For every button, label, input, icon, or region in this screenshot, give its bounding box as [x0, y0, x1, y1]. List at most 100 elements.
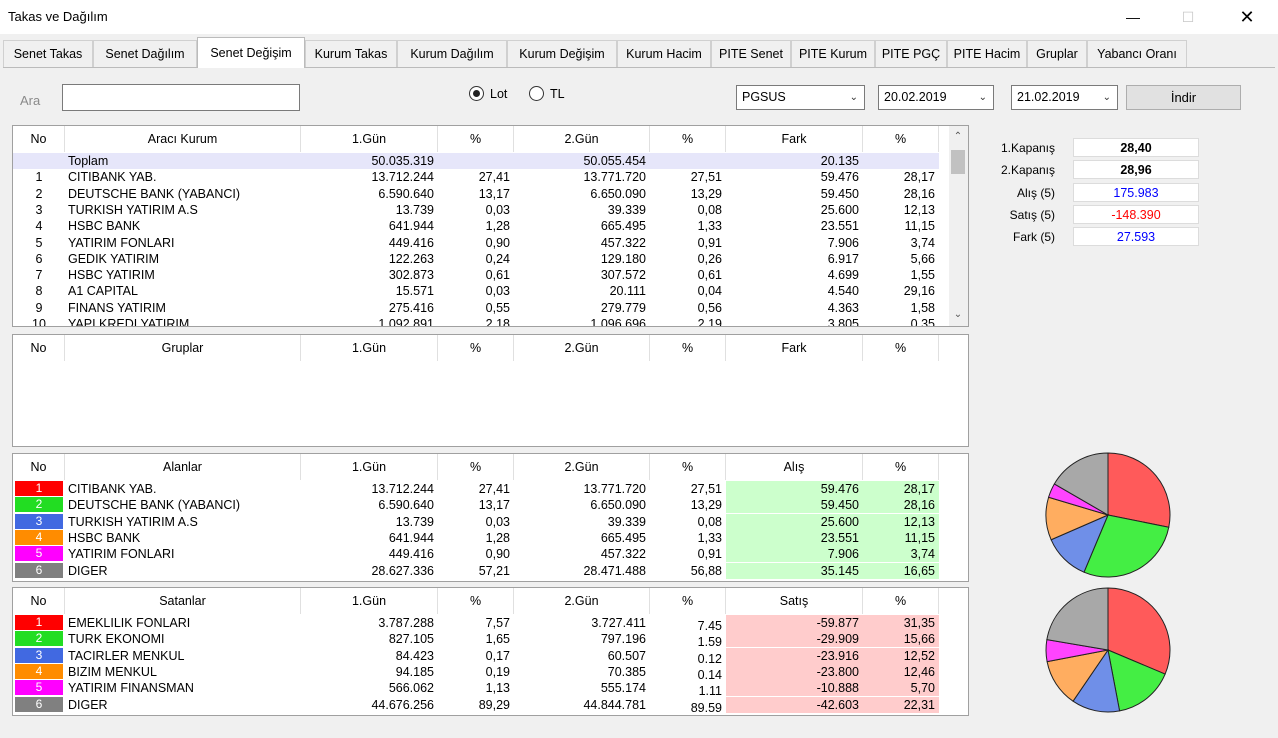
column-header[interactable]: % [863, 126, 939, 152]
scroll-down-icon[interactable]: ⌄ [953, 309, 963, 320]
column-header[interactable]: % [650, 126, 726, 152]
tab-senet-değişim[interactable]: Senet Değişim [197, 37, 305, 68]
table-row[interactable]: 1 CITIBANK YAB. 13.712.244 27,41 13.771.720 2… [13, 169, 939, 185]
table-row[interactable]: 4 BIZIM MENKUL 94.185 0,19 70.385 0.14 -23.800… [13, 663, 939, 682]
column-header[interactable]: 2.Gün [514, 454, 650, 480]
table-row[interactable]: 6 DIGER 44.676.256 89,29 44.844.781 89.59 -42.… [13, 696, 939, 715]
table-row[interactable]: 1 EMEKLILIK FONLARI 3.787.288 7,57 3.727.411… [13, 615, 939, 633]
column-header[interactable]: Satış [726, 588, 863, 614]
tab-pite-hacim[interactable]: PITE Hacim [947, 40, 1027, 67]
cell-p2: 1,33 [697, 219, 722, 234]
tab-kurum-hacim[interactable]: Kurum Hacim [617, 40, 711, 67]
cell-d2: 6.650.090 [590, 186, 646, 201]
column-header[interactable]: Gruplar [65, 335, 301, 361]
table-row[interactable]: 5 YATIRIM FONLARI 449.416 0,90 457.322 0,91 7.… [13, 235, 939, 251]
column-header[interactable]: 2.Gün [514, 588, 650, 614]
minimize-button[interactable]: — [1110, 0, 1156, 34]
column-header[interactable]: 2.Gün [514, 126, 650, 152]
cell-pd: 31,35 [863, 615, 939, 631]
table-row[interactable]: 6 GEDIK YATIRIM 122.263 0,24 129.180 0,26 6.91… [13, 251, 939, 267]
tab-senet-takas[interactable]: Senet Takas [3, 40, 93, 67]
sellers-pie-chart [1045, 587, 1171, 713]
table-row[interactable]: 4 HSBC BANK 641.944 1,28 665.495 1,33 23.551 11… [13, 529, 939, 546]
table-row[interactable]: 9 FINANS YATIRIM 275.416 0,55 279.779 0,56 4.3… [13, 300, 939, 316]
tab-kurum-değişim[interactable]: Kurum Değişim [507, 40, 617, 67]
column-header[interactable]: 1.Gün [301, 335, 438, 361]
download-button[interactable]: İndir [1126, 85, 1241, 110]
column-header[interactable]: Aracı Kurum [65, 126, 301, 152]
column-header[interactable]: Fark [726, 126, 863, 152]
cell-p1: 1,28 [485, 219, 510, 234]
color-badge: 2 [15, 497, 63, 513]
column-header[interactable]: % [863, 454, 939, 480]
cell-pd: 12,13 [863, 513, 939, 530]
column-header[interactable]: % [438, 454, 514, 480]
total-row[interactable]: Toplam 50.035.319 50.055.454 20.135 [13, 153, 939, 170]
column-header[interactable]: No [13, 126, 65, 152]
table-row[interactable]: 7 HSBC YATIRIM 302.873 0,61 307.572 0,61 4.699… [13, 267, 939, 283]
table-row[interactable]: 2 TURK EKONOMI 827.105 1,65 797.196 1.59 -29.9… [13, 631, 939, 649]
date2-picker[interactable]: 21.02.2019 ⌄ [1011, 85, 1118, 110]
main-grid-header: No Aracı Kurum 1.Gün% 2.Gün% Fark% [13, 126, 968, 152]
column-header[interactable]: % [438, 126, 514, 152]
column-header[interactable]: % [863, 588, 939, 614]
summary-value: 28,96 [1073, 160, 1199, 180]
tab-pite-pgç[interactable]: PITE PGÇ [875, 40, 947, 67]
cell-pd: 15,66 [863, 631, 939, 648]
table-row[interactable]: 3 TACIRLER MENKUL 84.423 0,17 60.507 0.12 -23.… [13, 647, 939, 666]
cell-pd: 22,31 [863, 696, 939, 713]
tab-gruplar[interactable]: Gruplar [1027, 40, 1087, 67]
tab-pite-kurum[interactable]: PITE Kurum [791, 40, 875, 67]
tab-pite-senet[interactable]: PITE Senet [711, 40, 791, 67]
maximize-button[interactable]: ☐ [1165, 0, 1211, 34]
column-header[interactable]: 1.Gün [301, 588, 438, 614]
table-row[interactable]: 3 TURKISH YATIRIM A.S 13.739 0,03 39.339 0,08… [13, 513, 939, 530]
date1-picker[interactable]: 20.02.2019 ⌄ [878, 85, 994, 110]
tl-radio[interactable]: TL [529, 86, 565, 101]
column-header[interactable]: No [13, 454, 65, 480]
scrollbar-thumb[interactable] [951, 150, 965, 174]
table-row[interactable]: 2 DEUTSCHE BANK (YABANCI) 6.590.640 13,17 6.… [13, 186, 939, 202]
column-header[interactable]: Alış [726, 454, 863, 480]
cell-pd: 3,74 [910, 235, 935, 250]
search-input[interactable] [62, 84, 300, 111]
tab-kurum-takas[interactable]: Kurum Takas [305, 40, 397, 67]
table-row[interactable]: 5 YATIRIM FINANSMAN 566.062 1,13 555.174 1.11… [13, 680, 939, 698]
column-header[interactable]: 1.Gün [301, 454, 438, 480]
column-header[interactable]: % [863, 335, 939, 361]
tab-senet-dağılım[interactable]: Senet Dağılım [93, 40, 197, 67]
cell-no [13, 153, 65, 169]
color-badge: 3 [15, 513, 63, 529]
table-row[interactable]: 2 DEUTSCHE BANK (YABANCI) 6.590.640 13,17 6.… [13, 497, 939, 514]
table-row[interactable]: 10 YAPI KREDI YATIRIM 1.092.891 2,18 1.096.6… [13, 316, 939, 327]
scroll-up-icon[interactable]: ⌃ [953, 131, 963, 142]
column-header[interactable]: % [650, 335, 726, 361]
column-header[interactable]: % [438, 335, 514, 361]
tab-yabancı-oranı[interactable]: Yabancı Oranı [1087, 40, 1187, 67]
main-grid-scrollbar[interactable]: ⌃ ⌄ [949, 126, 968, 326]
table-row[interactable]: 1 CITIBANK YAB. 13.712.244 27,41 13.771.720 2… [13, 481, 939, 497]
column-header[interactable]: % [650, 454, 726, 480]
tab-kurum-dağılım[interactable]: Kurum Dağılım [397, 40, 507, 67]
column-header[interactable]: 1.Gün [301, 126, 438, 152]
column-header[interactable]: 2.Gün [514, 335, 650, 361]
close-button[interactable]: ✕ [1224, 0, 1270, 34]
column-header[interactable]: % [650, 588, 726, 614]
table-row[interactable]: 4 HSBC BANK 641.944 1,28 665.495 1,33 23.551 11… [13, 218, 939, 234]
lot-radio[interactable]: Lot [469, 86, 507, 101]
column-header[interactable]: Fark [726, 335, 863, 361]
column-header[interactable]: No [13, 335, 65, 361]
column-header[interactable]: Satanlar [65, 588, 301, 614]
table-row[interactable]: 8 A1 CAPITAL 15.571 0,03 20.111 0,04 4.540 29,1… [13, 283, 939, 299]
cell-d1: 1.092.891 [378, 317, 434, 327]
buyers-pie-chart [1045, 452, 1171, 578]
column-header[interactable]: % [438, 588, 514, 614]
table-row[interactable]: 5 YATIRIM FONLARI 449.416 0,90 457.322 0,91 7.… [13, 546, 939, 563]
column-header[interactable]: Alanlar [65, 454, 301, 480]
table-row[interactable]: 3 TURKISH YATIRIM A.S 13.739 0,03 39.339 0,08… [13, 202, 939, 218]
table-row[interactable]: 6 DIGER 28.627.336 57,21 28.471.488 56,88 35.1… [13, 562, 939, 579]
column-header[interactable]: No [13, 588, 65, 614]
symbol-select[interactable]: PGSUS ⌄ [736, 85, 865, 110]
cell-pd: 1,58 [910, 300, 935, 315]
cell-p1: 1,28 [485, 530, 510, 545]
